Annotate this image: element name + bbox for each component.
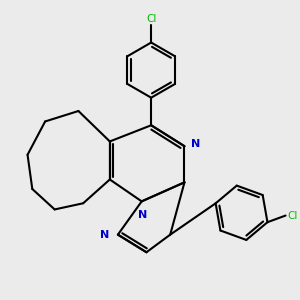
Text: N: N	[100, 230, 109, 240]
Text: N: N	[191, 139, 200, 149]
Text: N: N	[138, 210, 147, 220]
Text: Cl: Cl	[287, 211, 298, 220]
Text: Cl: Cl	[146, 14, 156, 24]
